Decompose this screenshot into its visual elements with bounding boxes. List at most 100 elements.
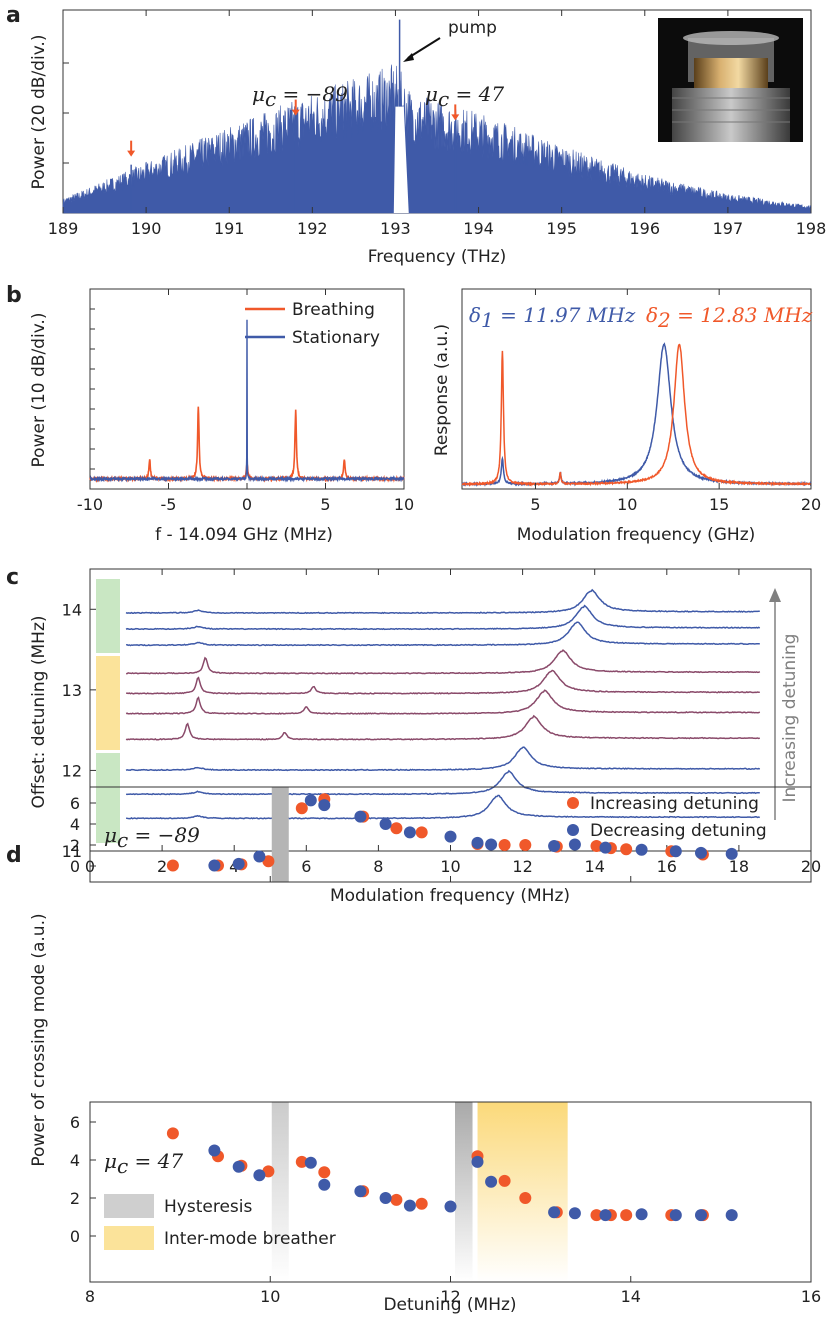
panel-b-left-xtick-label: 5 bbox=[320, 495, 330, 514]
panel-b-right-xtick-label: 10 bbox=[617, 495, 637, 514]
panel-d-top-increasing-point bbox=[590, 840, 603, 852]
panel-a-spectrum bbox=[62, 64, 812, 214]
panel-d-top-ytick-label: 4 bbox=[70, 815, 80, 834]
panel-b-right-ylabel: Response (a.u.) bbox=[432, 324, 452, 456]
panel-d-xlabel: Detuning (MHz) bbox=[383, 1295, 516, 1315]
panel-a-xtick-label: 194 bbox=[463, 219, 494, 238]
panel-d-top-decreasing-point bbox=[253, 850, 266, 863]
panel-d-bottom-decreasing-point bbox=[725, 1209, 738, 1222]
panel-d-bottom-decreasing-point bbox=[471, 1155, 484, 1168]
panel-c-xtick-label: 2 bbox=[157, 857, 167, 876]
legend-breather-swatch bbox=[104, 1226, 154, 1250]
panel-d-bottom-decreasing-point bbox=[232, 1160, 245, 1173]
panel-d-bottom-xtick-label: 10 bbox=[260, 1287, 280, 1306]
legend-decreasing-marker bbox=[567, 824, 579, 836]
panel-label-d: d bbox=[6, 843, 22, 868]
panel-d-bottom-increasing-point bbox=[498, 1174, 511, 1187]
panel-d-top-decreasing-point bbox=[548, 840, 561, 852]
panel-d-bottom-decreasing-point bbox=[444, 1200, 457, 1213]
panel-d-bottom-decreasing-point bbox=[599, 1209, 612, 1222]
panel-d-top-decreasing-point bbox=[444, 830, 457, 843]
panel-d-top-increasing-point bbox=[262, 855, 275, 868]
panel-d-bottom-increasing-point bbox=[295, 1155, 308, 1168]
panel-a-pump-core bbox=[393, 106, 409, 213]
panel-d-top-decreasing-point bbox=[354, 810, 367, 823]
panel-b-right-chart: 5 10 15 20 Response (a.u.) Modulation frequ… bbox=[432, 288, 821, 545]
panel-d-bottom-decreasing-point bbox=[568, 1207, 581, 1220]
hysteresis-shade-top bbox=[271, 787, 289, 882]
panel-a-xtick-label: 191 bbox=[214, 219, 245, 238]
panel-a-ylabel: Power (20 dB/div.) bbox=[29, 35, 49, 190]
panel-d-bottom-frame bbox=[89, 1101, 812, 1283]
panel-d-bottom-increasing-point bbox=[415, 1197, 428, 1210]
panel-label-c: c bbox=[6, 565, 19, 590]
panel-c-xtick-label: 6 bbox=[301, 857, 311, 876]
panel-d-charts: 0 2 4 6 0 2 4 6 8 10 12 14 16 μc = −89 μc = 47 Incre… bbox=[29, 786, 821, 1315]
panel-d-bottom-decreasing-point bbox=[485, 1175, 498, 1188]
panel-c-trace bbox=[125, 689, 761, 715]
panel-d-bottom-decreasing-point bbox=[253, 1169, 266, 1182]
panel-b-left-chart: -10 -5 0 5 10 Power (10 dB/div.) f - 14.094 … bbox=[29, 288, 414, 545]
panel-a-xtick-label: 198 bbox=[796, 219, 827, 238]
mu-pos-label: μc = 47 bbox=[425, 82, 504, 111]
panel-a-xtick-label: 192 bbox=[297, 219, 328, 238]
panel-label-b: b bbox=[6, 283, 22, 308]
panel-d-bottom-decreasing-point bbox=[304, 1156, 317, 1169]
panel-b-right-xtick-label: 20 bbox=[801, 495, 821, 514]
panel-a-peak-arrow-head bbox=[291, 109, 300, 116]
stationary-trace bbox=[89, 319, 405, 483]
panel-d-top-decreasing-point bbox=[725, 847, 738, 860]
detuning-arrow-head bbox=[769, 588, 781, 602]
panel-a-xtick-label: 195 bbox=[546, 219, 577, 238]
response-delta1-trace bbox=[461, 342, 812, 487]
legend-breather-label: Inter-mode breather bbox=[164, 1229, 336, 1249]
panel-d-top-increasing-point bbox=[415, 826, 428, 839]
panel-a-xtick-label: 189 bbox=[48, 219, 79, 238]
panel-b-left-xtick-label: 0 bbox=[242, 495, 252, 514]
panel-d-top-decreasing-point bbox=[403, 826, 416, 839]
hysteresis-shade-top-cont bbox=[271, 1102, 289, 1282]
stationary-band-top bbox=[96, 579, 120, 653]
panel-c-trace bbox=[125, 588, 760, 615]
panel-a-xtick-label: 197 bbox=[713, 219, 744, 238]
panel-c-trace bbox=[125, 604, 761, 631]
panel-d-bottom-xtick-label: 12 bbox=[440, 1287, 460, 1306]
delta2-label: δ2 = 12.83 MHz bbox=[646, 303, 813, 332]
panel-d-top-increasing-point bbox=[295, 802, 308, 815]
panel-b-right-frame bbox=[461, 288, 812, 490]
panel-d-top-decreasing-point bbox=[485, 838, 498, 851]
panel-d-top-decreasing-point bbox=[669, 845, 682, 858]
panel-d-top-increasing-point bbox=[620, 843, 633, 856]
panel-a-peak-arrow-head bbox=[127, 150, 136, 157]
panel-d-bottom-increasing-point bbox=[519, 1192, 532, 1204]
breather-band bbox=[96, 656, 120, 750]
panel-c-ytick-label: 13 bbox=[62, 681, 82, 700]
panel-d-top-decreasing-point bbox=[599, 841, 612, 854]
panel-d-bottom-decreasing-point bbox=[208, 1144, 221, 1157]
panel-c-trace bbox=[125, 794, 761, 820]
panel-d-top-mu-label: μc = −89 bbox=[104, 823, 200, 852]
pump-arrow-line bbox=[407, 37, 441, 59]
panel-d-top-decreasing-point bbox=[635, 843, 648, 856]
panel-d-bottom-decreasing-point bbox=[379, 1192, 392, 1204]
panel-a-chart: 189 190 191 192 193 194 195 196 197 198 Power (20… bbox=[29, 9, 827, 267]
panel-d-bottom-decreasing-point bbox=[318, 1178, 331, 1191]
panel-d-top-decreasing-point bbox=[318, 799, 331, 812]
panel-c-trace bbox=[125, 669, 760, 695]
panel-d-top-ytick-label: 0 bbox=[70, 857, 80, 876]
mu-neg-label: μc = −89 bbox=[252, 82, 348, 111]
legend-breathing-label: Breathing bbox=[292, 300, 375, 320]
legend-increasing-marker bbox=[567, 797, 579, 809]
panel-b-left-xlabel: f - 14.094 GHz (MHz) bbox=[155, 525, 333, 545]
panel-d-top-decreasing-point bbox=[568, 838, 581, 851]
legend-increasing-label: Increasing detuning bbox=[590, 794, 759, 814]
panel-d-top-increasing-point bbox=[166, 859, 179, 872]
panel-d-bottom-ytick-label: 4 bbox=[70, 1151, 80, 1170]
breather-shade bbox=[477, 1102, 568, 1282]
panel-d-bottom-xtick-label: 16 bbox=[801, 1287, 821, 1306]
panel-d-bottom-xtick-label: 8 bbox=[85, 1287, 95, 1306]
panel-b-right-xtick-label: 5 bbox=[530, 495, 540, 514]
delta1-label: δ1 = 11.97 MHz bbox=[469, 303, 636, 332]
panel-d-ylabel: Power of crossing mode (a.u.) bbox=[29, 913, 49, 1166]
